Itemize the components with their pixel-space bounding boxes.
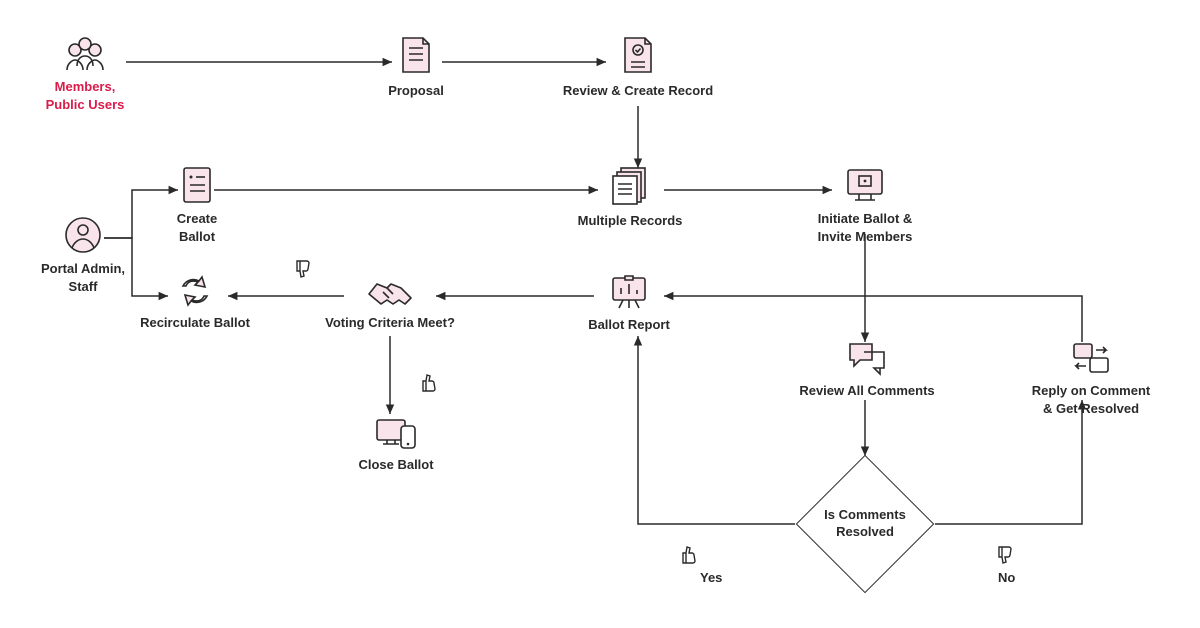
node-review-comments: Review All Comments <box>792 340 942 400</box>
pages-icon <box>609 166 651 206</box>
node-portal-admin: Portal Admin, Staff <box>28 216 138 296</box>
node-multiple-records: Multiple Records <box>570 166 690 230</box>
node-recirculate: Recirculate Ballot <box>140 274 250 332</box>
node-review-create: Review & Create Record <box>558 36 718 100</box>
recirculate-label: Recirculate Ballot <box>140 315 250 330</box>
thumbs-up-vc <box>418 372 440 399</box>
node-ballot-report: Ballot Report <box>574 274 684 334</box>
node-initiate-ballot: Initiate Ballot & Invite Members <box>800 166 930 246</box>
doc-check-icon <box>621 36 655 76</box>
node-voting-criteria: Voting Criteria Meet? <box>320 274 460 332</box>
node-create-ballot: Create Ballot <box>162 166 232 246</box>
proposal-label: Proposal <box>388 83 444 98</box>
thumbs-up-icon <box>678 544 700 566</box>
recycle-icon <box>175 274 215 308</box>
members-label: Members, Public Users <box>46 79 125 112</box>
thumbs-up-yes <box>678 544 700 571</box>
review-comments-label: Review All Comments <box>799 383 934 398</box>
create-ballot-label: Create Ballot <box>177 211 217 244</box>
devices-icon <box>373 414 419 450</box>
close-ballot-label: Close Ballot <box>358 457 433 472</box>
reply-comment-label: Reply on Comment & Get Resolved <box>1032 383 1150 416</box>
voting-criteria-label: Voting Criteria Meet? <box>325 315 455 330</box>
initiate-ballot-label: Initiate Ballot & Invite Members <box>818 211 913 244</box>
thumbs-down-icon <box>292 258 314 280</box>
board-icon <box>609 274 649 310</box>
node-is-resolved: Is Comments Resolved <box>797 456 933 592</box>
review-create-label: Review & Create Record <box>563 83 713 98</box>
no-label: No <box>998 570 1015 585</box>
list-doc-icon <box>182 166 212 204</box>
portal-admin-label: Portal Admin, Staff <box>41 261 125 294</box>
ballot-report-label: Ballot Report <box>588 317 670 332</box>
node-members: Members, Public Users <box>30 36 140 114</box>
monitor-icon <box>844 166 886 204</box>
thumbs-down-vc <box>292 258 314 285</box>
node-reply-comment: Reply on Comment & Get Resolved <box>1016 340 1166 418</box>
thumbs-down-icon <box>994 544 1016 566</box>
node-close-ballot: Close Ballot <box>346 414 446 474</box>
user-icon <box>64 216 102 254</box>
multiple-records-label: Multiple Records <box>578 213 683 228</box>
document-icon <box>399 36 433 76</box>
yes-label: Yes <box>700 570 722 585</box>
people-icon <box>61 36 109 72</box>
handshake-icon <box>365 274 415 308</box>
chat-icon <box>846 340 888 376</box>
is-resolved-label: Is Comments Resolved <box>805 507 925 541</box>
thumbs-up-icon <box>418 372 440 394</box>
thumbs-down-no <box>994 544 1016 571</box>
node-proposal: Proposal <box>376 36 456 100</box>
swap-icon <box>1070 340 1112 376</box>
